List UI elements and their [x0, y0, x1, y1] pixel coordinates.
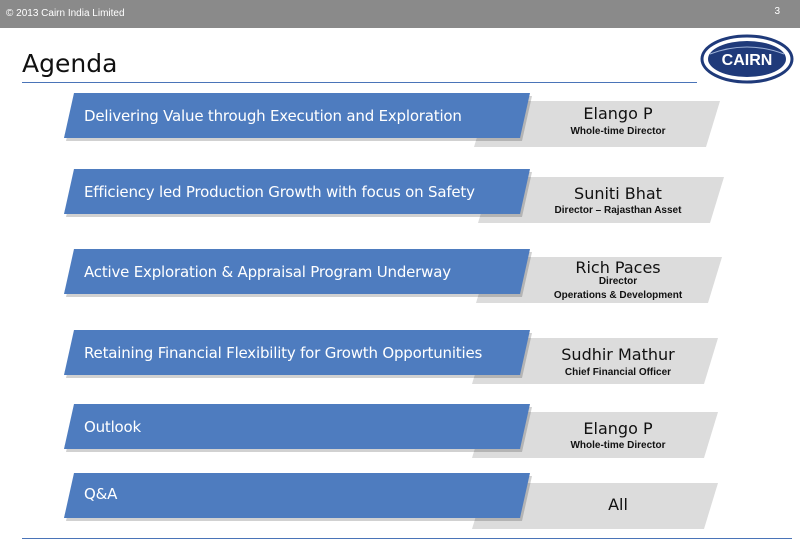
- agenda-topic-bar: [64, 473, 530, 518]
- agenda-topic: Efficiency led Production Growth with fo…: [84, 183, 475, 201]
- presenter-role: Chief Financial Officer: [564, 367, 672, 378]
- presenter-name: Elango P: [583, 104, 653, 123]
- agenda-topic-bar: [64, 404, 530, 449]
- presenter-name: Rich Paces: [575, 258, 661, 277]
- logo-text: CAIRN: [722, 52, 773, 69]
- presenter-role: Whole-time Director: [570, 126, 666, 137]
- presenter-name: All: [608, 495, 628, 514]
- title-divider: [22, 82, 697, 83]
- agenda-row: Q&A All: [0, 473, 800, 529]
- agenda-topic-bar: [64, 330, 530, 375]
- presenter-name: Suniti Bhat: [574, 184, 662, 203]
- agenda-topic: Outlook: [84, 418, 142, 436]
- presenter-name: Elango P: [583, 419, 653, 438]
- footer-divider: [22, 538, 792, 539]
- agenda-topic-bar: [64, 249, 530, 294]
- agenda-topic-bar: [64, 169, 530, 214]
- agenda-topic: Q&A: [84, 485, 118, 503]
- agenda-topic: Delivering Value through Execution and E…: [84, 107, 462, 125]
- agenda-row: Retaining Financial Flexibility for Grow…: [0, 330, 800, 386]
- top-bar: [0, 0, 800, 28]
- agenda-topic: Active Exploration & Appraisal Program U…: [84, 263, 451, 281]
- page-title: Agenda: [22, 49, 118, 78]
- agenda-row: Active Exploration & Appraisal Program U…: [0, 249, 800, 305]
- presenter-name: Sudhir Mathur: [561, 345, 675, 364]
- presenter-role: Whole-time Director: [570, 440, 666, 451]
- agenda-row: Delivering Value through Execution and E…: [0, 93, 800, 149]
- cairn-logo-icon: CAIRN: [700, 34, 794, 84]
- copyright-text: © 2013 Cairn India Limited: [6, 8, 125, 19]
- agenda-row: Efficiency led Production Growth with fo…: [0, 169, 800, 225]
- presenter-role: Operations & Development: [553, 290, 683, 301]
- agenda-row: Outlook Elango P Whole-time Director: [0, 404, 800, 460]
- presenter-role: Director – Rajasthan Asset: [554, 205, 682, 216]
- agenda-topic: Retaining Financial Flexibility for Grow…: [84, 344, 483, 362]
- agenda-topic-bar: [64, 93, 530, 138]
- presenter-role: Director: [598, 276, 638, 287]
- page-number: 3: [774, 6, 780, 17]
